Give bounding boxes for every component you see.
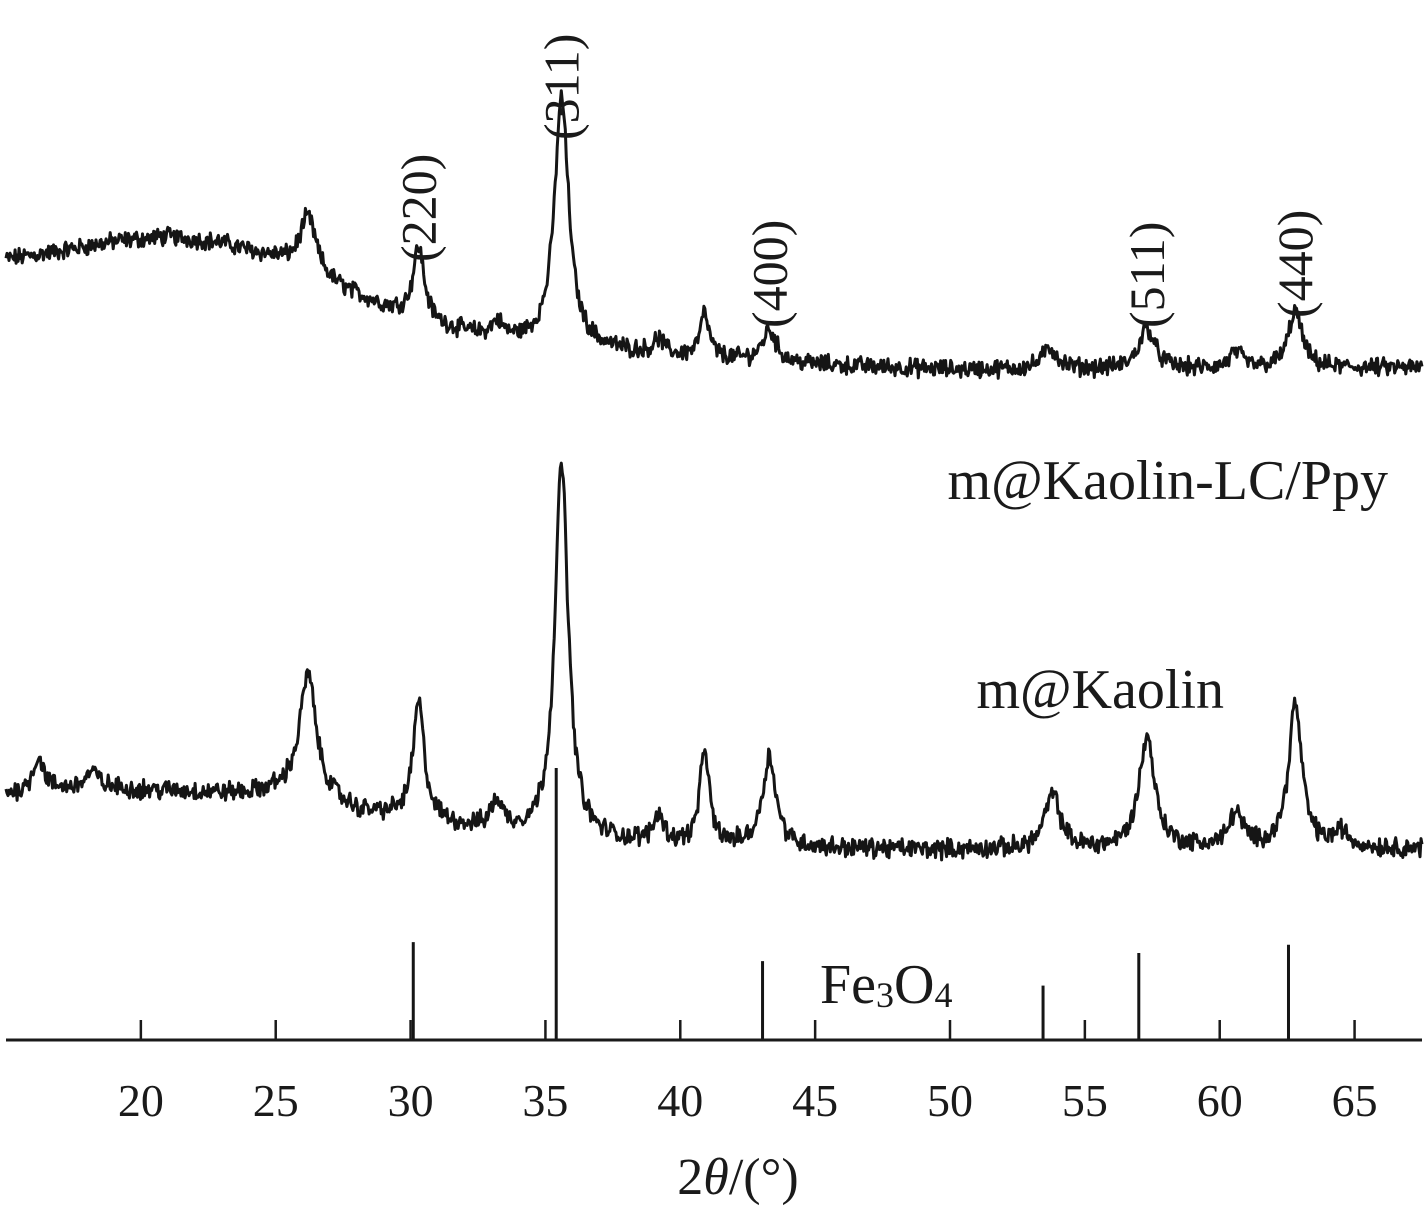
x-tick-label-20: 20: [118, 1075, 164, 1126]
x-tick-label-60: 60: [1197, 1075, 1243, 1126]
reference-label-fe3o4: Fe3O4: [820, 954, 952, 1016]
hkl-label-0: (220): [391, 154, 447, 262]
x-tick-label-25: 25: [253, 1075, 299, 1126]
series-line-0: [4, 89, 1424, 380]
series-group: [4, 89, 1424, 862]
x-tick-label-45: 45: [792, 1075, 838, 1126]
x-tick-label-40: 40: [657, 1075, 703, 1126]
x-axis-label-theta: θ: [703, 1149, 729, 1206]
x-tick-label-35: 35: [522, 1075, 568, 1126]
x-tick-label-30: 30: [388, 1075, 434, 1126]
series-line-1: [4, 461, 1424, 862]
reference-group: [411, 768, 1290, 1040]
hkl-label-1: (311): [534, 34, 590, 140]
series-label-composite: m@Kaolin-LC/Ppy: [948, 450, 1388, 512]
x-axis-label-suffix: /(°): [729, 1149, 799, 1206]
x-axis: 20 25 30 35 40 45 50 55 60 65: [6, 1020, 1422, 1126]
x-axis-label-prefix: 2: [677, 1149, 703, 1206]
ref-label-sub3: 3: [876, 975, 894, 1015]
x-tick-label-50: 50: [927, 1075, 973, 1126]
label-group: (220) (311) (400) (511) (440): [391, 34, 1324, 328]
x-axis-label: 2θ/(°): [677, 1149, 798, 1206]
x-tick-label-65: 65: [1332, 1075, 1378, 1126]
series-label-kaolin: m@Kaolin: [976, 659, 1224, 721]
hkl-label-4: (440): [1267, 210, 1323, 318]
hkl-label-3: (511): [1119, 222, 1175, 328]
ref-label-sub4: 4: [934, 975, 952, 1015]
ref-label-o: O: [894, 954, 934, 1016]
hkl-label-2: (400): [741, 220, 797, 328]
x-tick-label-55: 55: [1062, 1075, 1108, 1126]
ref-label-fe: Fe: [820, 954, 876, 1016]
